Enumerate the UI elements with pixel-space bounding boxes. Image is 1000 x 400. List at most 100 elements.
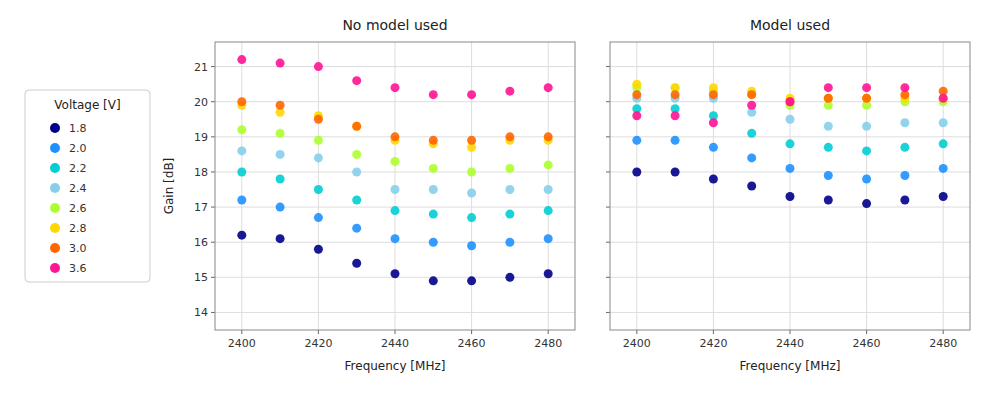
plot-background bbox=[610, 42, 970, 330]
point bbox=[391, 157, 400, 166]
points bbox=[237, 55, 552, 285]
panel: 141516171819202124002420244024602480No m… bbox=[162, 17, 575, 373]
series bbox=[237, 231, 552, 286]
tick-label: 14 bbox=[194, 306, 208, 319]
series bbox=[237, 125, 552, 176]
point bbox=[632, 111, 641, 120]
point bbox=[709, 143, 718, 152]
point bbox=[939, 118, 948, 127]
point bbox=[900, 196, 909, 205]
point bbox=[900, 171, 909, 180]
point bbox=[900, 143, 909, 152]
tick-label: 2480 bbox=[534, 337, 562, 350]
point bbox=[467, 241, 476, 250]
tick-label: 2400 bbox=[228, 337, 256, 350]
point bbox=[467, 136, 476, 145]
point bbox=[671, 136, 680, 145]
point bbox=[786, 115, 795, 124]
point bbox=[505, 273, 514, 282]
point bbox=[391, 185, 400, 194]
tick-mark bbox=[211, 136, 215, 137]
point bbox=[352, 122, 361, 131]
legend-label: 3.0 bbox=[69, 242, 87, 255]
legend-label: 2.4 bbox=[69, 182, 87, 195]
series bbox=[632, 104, 947, 155]
point bbox=[314, 62, 323, 71]
point bbox=[429, 210, 438, 219]
point bbox=[862, 199, 871, 208]
series bbox=[237, 146, 552, 197]
point bbox=[276, 150, 285, 159]
tick-mark bbox=[606, 207, 610, 208]
point bbox=[505, 185, 514, 194]
point bbox=[237, 55, 246, 64]
point bbox=[352, 224, 361, 233]
legend-box bbox=[25, 90, 150, 282]
panel: 24002420244024602480Model usedFrequency … bbox=[606, 17, 970, 373]
point bbox=[276, 129, 285, 138]
point bbox=[276, 234, 285, 243]
point bbox=[352, 167, 361, 176]
point bbox=[391, 234, 400, 243]
series bbox=[632, 87, 947, 107]
point bbox=[824, 122, 833, 131]
point bbox=[237, 196, 246, 205]
point bbox=[632, 167, 641, 176]
point bbox=[824, 94, 833, 103]
tick-mark bbox=[606, 101, 610, 102]
legend-marker bbox=[50, 143, 60, 153]
point bbox=[824, 196, 833, 205]
series bbox=[237, 97, 552, 145]
chart-title: Model used bbox=[750, 17, 830, 33]
tick-label: 2440 bbox=[381, 337, 409, 350]
tick-mark bbox=[713, 330, 714, 334]
tick-label: 16 bbox=[194, 236, 208, 249]
tick-label: 19 bbox=[194, 131, 208, 144]
tick-label: 15 bbox=[194, 271, 208, 284]
series bbox=[632, 136, 947, 184]
tick-label: 2460 bbox=[458, 337, 486, 350]
tick-mark bbox=[548, 330, 549, 334]
point bbox=[352, 122, 361, 131]
axis-label: Frequency [MHz] bbox=[740, 359, 841, 373]
series bbox=[632, 83, 947, 127]
tick-label: 21 bbox=[194, 61, 208, 74]
legend-marker bbox=[50, 223, 60, 233]
chart-title: No model used bbox=[342, 17, 447, 33]
points bbox=[632, 80, 947, 208]
point bbox=[505, 132, 514, 141]
tick-label: 18 bbox=[194, 166, 208, 179]
point bbox=[747, 90, 756, 99]
point bbox=[391, 206, 400, 215]
point bbox=[709, 90, 718, 99]
tick-mark bbox=[790, 330, 791, 334]
point bbox=[747, 101, 756, 110]
point bbox=[237, 231, 246, 240]
point bbox=[671, 111, 680, 120]
point bbox=[352, 259, 361, 268]
legend-label: 2.2 bbox=[69, 162, 87, 175]
tick-label: 17 bbox=[194, 201, 208, 214]
point bbox=[314, 153, 323, 162]
point bbox=[276, 174, 285, 183]
point bbox=[862, 94, 871, 103]
point bbox=[824, 143, 833, 152]
axis-label: Gain [dB] bbox=[162, 158, 176, 215]
point bbox=[544, 269, 553, 278]
point bbox=[786, 139, 795, 148]
point bbox=[939, 139, 948, 148]
series bbox=[237, 167, 552, 222]
tick-label: 2480 bbox=[929, 337, 957, 350]
tick-label: 2440 bbox=[776, 337, 804, 350]
point bbox=[544, 234, 553, 243]
tick-mark bbox=[211, 207, 215, 208]
point bbox=[900, 118, 909, 127]
grid-line bbox=[943, 42, 944, 330]
point bbox=[786, 192, 795, 201]
point bbox=[429, 185, 438, 194]
tick-label: 2420 bbox=[699, 337, 727, 350]
tick-mark bbox=[943, 330, 944, 334]
point bbox=[544, 132, 553, 141]
tick-mark bbox=[471, 330, 472, 334]
tick-label: 20 bbox=[194, 96, 208, 109]
